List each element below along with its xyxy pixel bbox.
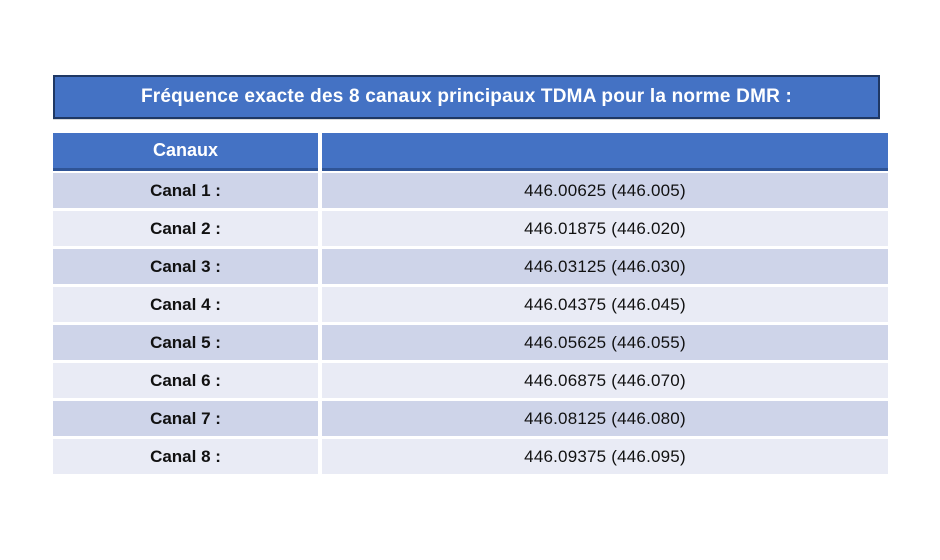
table-row: Canal 4 : 446.04375 (446.045) (53, 287, 888, 322)
channel-cell: Canal 4 : (53, 287, 318, 322)
channel-cell: Canal 5 : (53, 325, 318, 360)
frequency-cell: 446.09375 (446.095) (322, 439, 888, 474)
page-title: Fréquence exacte des 8 canaux principaux… (140, 86, 793, 107)
header-cell-frequency (322, 133, 888, 171)
table-row: Canal 7 : 446.08125 (446.080) (53, 401, 888, 436)
channel-label: Canal 3 : (150, 256, 221, 276)
frequency-cell: 446.00625 (446.005) (322, 173, 888, 208)
channel-label: Canal 5 : (150, 332, 221, 352)
channel-cell: Canal 7 : (53, 401, 318, 436)
frequency-value: 446.00625 (446.005) (524, 180, 686, 200)
channel-cell: Canal 2 : (53, 211, 318, 246)
frequency-cell: 446.08125 (446.080) (322, 401, 888, 436)
frequency-value: 446.08125 (446.080) (524, 408, 686, 428)
header-cell-canaux: Canaux (53, 133, 318, 171)
frequency-cell: 446.06875 (446.070) (322, 363, 888, 398)
frequency-value: 446.06875 (446.070) (524, 370, 686, 390)
channel-label: Canal 2 : (150, 218, 221, 238)
table-row: Canal 6 : 446.06875 (446.070) (53, 363, 888, 398)
channel-cell: Canal 6 : (53, 363, 318, 398)
frequency-value: 446.05625 (446.055) (524, 332, 686, 352)
channel-label: Canal 8 : (150, 446, 221, 466)
table-row: Canal 1 : 446.00625 (446.005) (53, 173, 888, 208)
channel-label: Canal 7 : (150, 408, 221, 428)
channel-cell: Canal 3 : (53, 249, 318, 284)
table-row: Canal 5 : 446.05625 (446.055) (53, 325, 888, 360)
frequency-value: 446.03125 (446.030) (524, 256, 686, 276)
channel-cell: Canal 1 : (53, 173, 318, 208)
table-header-row: Canaux (53, 133, 888, 171)
table-row: Canal 8 : 446.09375 (446.095) (53, 439, 888, 474)
channel-label: Canal 6 : (150, 370, 221, 390)
frequency-cell: 446.05625 (446.055) (322, 325, 888, 360)
header-label-canaux: Canaux (152, 140, 219, 160)
table-row: Canal 2 : 446.01875 (446.020) (53, 211, 888, 246)
title-banner: Fréquence exacte des 8 canaux principaux… (53, 75, 880, 119)
channel-label: Canal 1 : (150, 180, 221, 200)
channel-label: Canal 4 : (150, 294, 221, 314)
channel-cell: Canal 8 : (53, 439, 318, 474)
frequency-table: Canaux Canal 1 : 446.00625 (446.005) Can… (53, 133, 888, 477)
table-row: Canal 3 : 446.03125 (446.030) (53, 249, 888, 284)
frequency-cell: 446.01875 (446.020) (322, 211, 888, 246)
frequency-value: 446.04375 (446.045) (524, 294, 686, 314)
frequency-value: 446.09375 (446.095) (524, 446, 686, 466)
frequency-cell: 446.04375 (446.045) (322, 287, 888, 322)
frequency-cell: 446.03125 (446.030) (322, 249, 888, 284)
frequency-value: 446.01875 (446.020) (524, 218, 686, 238)
